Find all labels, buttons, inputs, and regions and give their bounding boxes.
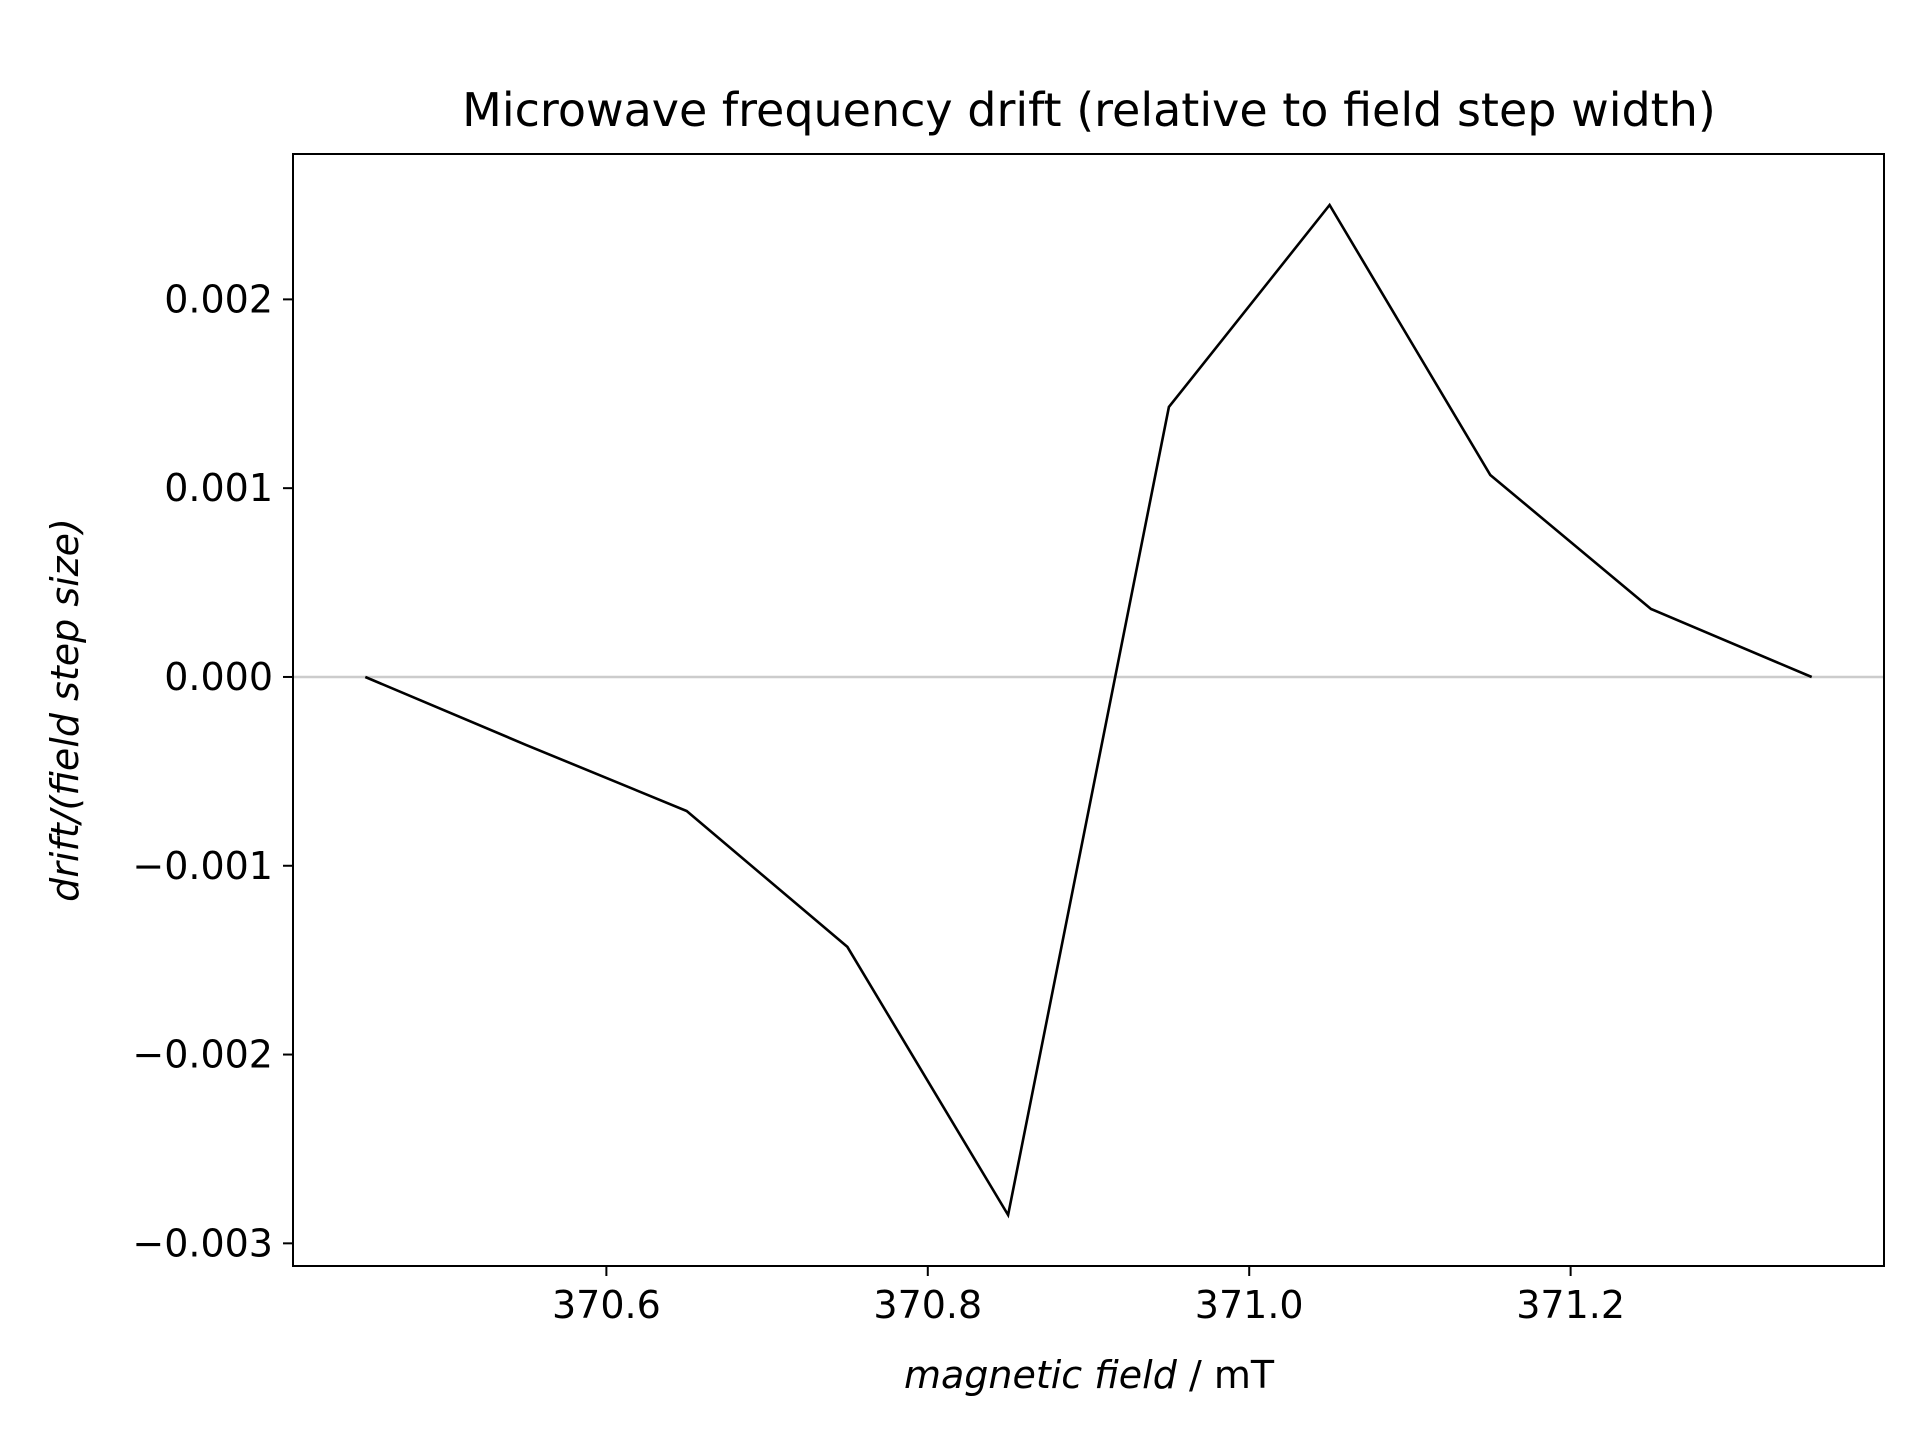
y-tick-label: 0.001 <box>164 466 273 510</box>
x-axis-label: magnetic field / mT <box>904 1353 1275 1397</box>
x-tick-label: 370.8 <box>873 1283 982 1327</box>
y-tick-label: −0.002 <box>132 1033 273 1077</box>
y-tick-label: −0.001 <box>132 844 273 888</box>
x-tick-label: 370.6 <box>552 1283 661 1327</box>
y-tick-label: −0.003 <box>132 1221 273 1265</box>
x-tick-label: 371.0 <box>1195 1283 1304 1327</box>
x-tick-label: 371.2 <box>1516 1283 1625 1327</box>
chart-title: Microwave frequency drift (relative to f… <box>462 83 1716 137</box>
x-axis-label-unit: / mT <box>1177 1353 1275 1397</box>
x-axis-label-italic: magnetic field <box>904 1353 1178 1397</box>
y-tick-label: 0.000 <box>164 655 273 699</box>
y-tick-label: 0.002 <box>164 277 273 321</box>
y-axis-label: drift/(field step size) <box>43 518 87 902</box>
